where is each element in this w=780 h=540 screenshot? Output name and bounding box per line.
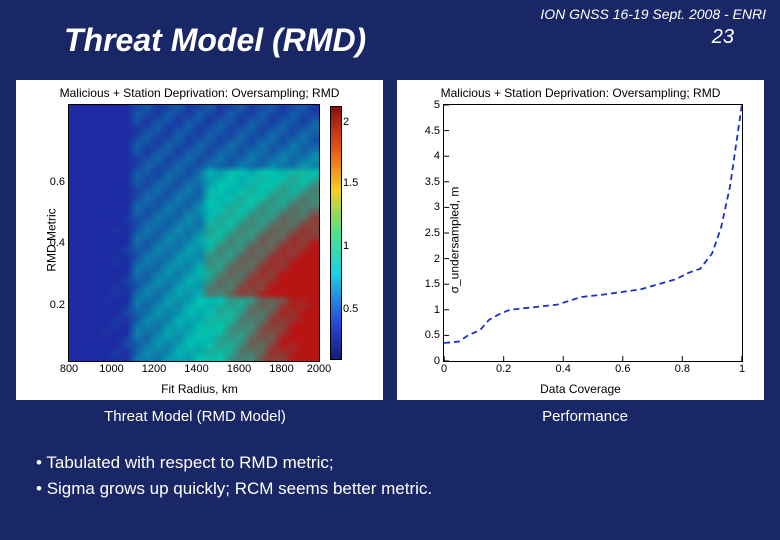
- bullet-1: • Tabulated with respect to RMD metric;: [36, 450, 432, 476]
- xtick: 0.2: [496, 363, 511, 375]
- xtick: 0.8: [675, 363, 690, 375]
- xtick: 1200: [142, 363, 166, 375]
- xtick: 0.6: [615, 363, 630, 375]
- slide-title: Threat Model (RMD): [64, 22, 366, 59]
- xtick: 2000: [307, 363, 331, 375]
- ytick: 3.5: [425, 176, 440, 188]
- bullet-2: • Sigma grows up quickly; RCM seems bett…: [36, 476, 432, 502]
- xtick: 0.4: [556, 363, 571, 375]
- ytick: 1.5: [425, 278, 440, 290]
- left-chart: Malicious + Station Deprivation: Oversam…: [16, 80, 383, 400]
- page-number: 23: [712, 26, 734, 49]
- right-chart-title: Malicious + Station Deprivation: Oversam…: [397, 86, 764, 100]
- ytick: 4.5: [425, 125, 440, 137]
- ytick: 1: [434, 304, 440, 316]
- caption-left: Threat Model (RMD Model): [0, 408, 390, 425]
- line-chart-svg: [444, 105, 742, 361]
- right-chart: Malicious + Station Deprivation: Oversam…: [397, 80, 764, 400]
- right-plot: 00.511.522.533.544.55 00.20.40.60.81: [443, 104, 743, 362]
- bullet-list: • Tabulated with respect to RMD metric; …: [36, 450, 432, 501]
- ytick: 0.2: [50, 299, 65, 311]
- xtick: 0: [441, 363, 447, 375]
- ytick: 4: [434, 150, 440, 162]
- xtick: 1600: [227, 363, 251, 375]
- xtick: 1400: [184, 363, 208, 375]
- header-text: ION GNSS 16-19 Sept. 2008 - ENRI: [540, 6, 766, 22]
- ytick: 0.6: [50, 176, 65, 188]
- ytick: 2.5: [425, 227, 440, 239]
- right-chart-xlabel: Data Coverage: [397, 382, 764, 396]
- colorbar: 21.510.5: [330, 106, 342, 360]
- colorbar-tick: 2: [343, 116, 349, 128]
- heatmap-canvas: [69, 105, 319, 361]
- ytick: 3: [434, 201, 440, 213]
- xtick: 800: [60, 363, 78, 375]
- colorbar-tick: 1.5: [343, 177, 358, 189]
- ytick: 0: [434, 355, 440, 367]
- chart-area: Malicious + Station Deprivation: Oversam…: [16, 80, 764, 400]
- ytick: 2: [434, 253, 440, 265]
- colorbar-tick: 1: [343, 240, 349, 252]
- ytick: 5: [434, 99, 440, 111]
- series-line: [444, 105, 742, 343]
- colorbar-tick: 0.5: [343, 303, 358, 315]
- left-chart-xlabel: Fit Radius, km: [16, 382, 383, 396]
- left-plot: 0.20.40.6 800100012001400160018002000: [68, 104, 320, 362]
- ytick: 0.5: [425, 329, 440, 341]
- captions: Threat Model (RMD Model) Performance: [0, 408, 780, 425]
- xtick: 1: [739, 363, 745, 375]
- xtick: 1800: [269, 363, 293, 375]
- xtick: 1000: [99, 363, 123, 375]
- left-chart-title: Malicious + Station Deprivation: Oversam…: [16, 86, 383, 100]
- ytick: 0.4: [50, 237, 65, 249]
- caption-right: Performance: [390, 408, 780, 425]
